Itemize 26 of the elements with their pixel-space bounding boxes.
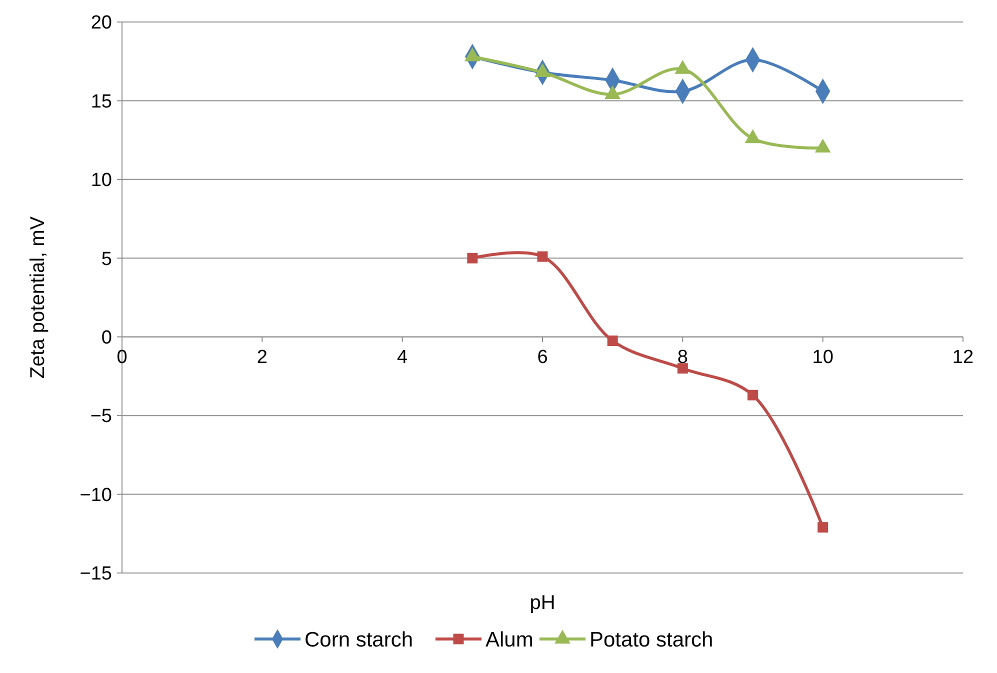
x-tick-label: 12: [952, 346, 974, 368]
y-axis-title: Zeta potential, mV: [27, 216, 49, 379]
point: [818, 522, 828, 533]
y-tick-label: 20: [90, 12, 112, 34]
legend-label: Potato starch: [590, 628, 714, 652]
x-tick-label: 8: [677, 346, 688, 368]
legend-label: Corn starch: [304, 628, 414, 652]
x-tick-label: 0: [116, 346, 128, 368]
point: [748, 390, 758, 400]
y-tick-label: 0: [101, 328, 112, 349]
point: [607, 336, 618, 346]
y-tick-label: −15: [80, 564, 112, 585]
y-tick-label: 5: [101, 248, 112, 270]
y-tick-label: 10: [90, 170, 112, 192]
y-tick-label: −10: [80, 484, 112, 506]
y-tick-label: −5: [90, 406, 112, 428]
y-tick-label: 15: [90, 91, 112, 112]
legend-label: Alum: [486, 628, 534, 652]
x-axis-title: pH: [530, 592, 556, 614]
point: [537, 251, 548, 262]
point: [677, 363, 688, 374]
x-tick-label: 4: [397, 346, 408, 368]
x-tick-label: 10: [812, 346, 834, 368]
point: [467, 252, 478, 264]
x-tick-label: 6: [537, 346, 548, 368]
x-tick-label: 2: [256, 346, 268, 368]
